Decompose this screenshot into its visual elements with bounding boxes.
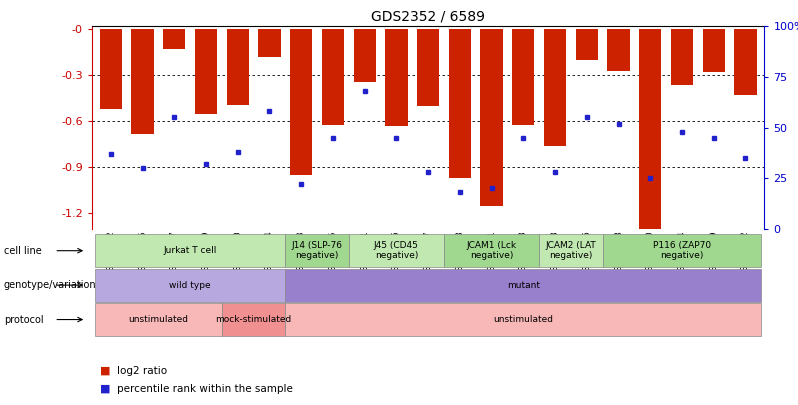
Text: JCAM1 (Lck
negative): JCAM1 (Lck negative) bbox=[467, 241, 516, 260]
Bar bbox=[575, 30, 598, 60]
Text: unstimulated: unstimulated bbox=[128, 315, 188, 324]
Bar bbox=[417, 30, 439, 106]
Text: genotype/variation: genotype/variation bbox=[4, 280, 97, 290]
Bar bbox=[163, 30, 185, 49]
Bar bbox=[734, 30, 757, 95]
Bar bbox=[100, 30, 122, 109]
Bar bbox=[385, 30, 408, 126]
Bar bbox=[671, 30, 693, 85]
Text: wild type: wild type bbox=[169, 281, 211, 290]
Bar bbox=[195, 30, 217, 114]
Text: log2 ratio: log2 ratio bbox=[117, 366, 168, 375]
Bar bbox=[544, 30, 566, 146]
Text: ■: ■ bbox=[100, 366, 110, 375]
Bar bbox=[227, 30, 249, 104]
Bar bbox=[448, 30, 471, 178]
Bar bbox=[132, 30, 154, 134]
Bar bbox=[322, 30, 344, 124]
Text: J45 (CD45
negative): J45 (CD45 negative) bbox=[374, 241, 419, 260]
Text: cell line: cell line bbox=[4, 246, 41, 256]
Bar bbox=[702, 30, 725, 72]
Bar bbox=[607, 30, 630, 71]
Text: percentile rank within the sample: percentile rank within the sample bbox=[117, 384, 293, 394]
Bar bbox=[512, 30, 535, 124]
Bar bbox=[639, 30, 662, 232]
Title: GDS2352 / 6589: GDS2352 / 6589 bbox=[371, 10, 485, 24]
Text: JCAM2 (LAT
negative): JCAM2 (LAT negative) bbox=[546, 241, 596, 260]
Text: Jurkat T cell: Jurkat T cell bbox=[164, 246, 217, 255]
Bar bbox=[290, 30, 312, 175]
Bar bbox=[259, 30, 281, 57]
Text: J14 (SLP-76
negative): J14 (SLP-76 negative) bbox=[291, 241, 342, 260]
Text: ■: ■ bbox=[100, 384, 110, 394]
Bar bbox=[354, 30, 376, 81]
Bar bbox=[480, 30, 503, 206]
Text: mock-stimulated: mock-stimulated bbox=[215, 315, 292, 324]
Text: protocol: protocol bbox=[4, 315, 44, 324]
Text: unstimulated: unstimulated bbox=[493, 315, 553, 324]
Text: P116 (ZAP70
negative): P116 (ZAP70 negative) bbox=[653, 241, 711, 260]
Text: mutant: mutant bbox=[507, 281, 539, 290]
